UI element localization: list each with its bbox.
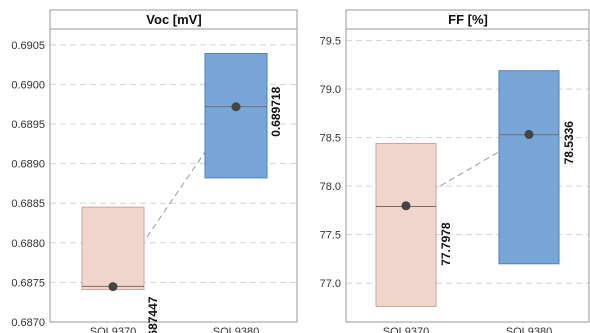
title-band [345,9,590,30]
y-tick-label: 78.0 [320,181,341,193]
mean-data-label: 0.689718 [269,86,283,136]
y-tick-label: 0.6885 [11,198,45,210]
x-tick-label: SOL9380 [506,326,552,333]
y-tick-label: 79.0 [320,84,341,96]
chart-panel-1: Voc [mV] 0.6870 0.6875 0.6880 0.6885 0.6890 0.… [11,9,298,333]
mean-point [108,282,118,292]
mean-data-label: 78.5336 [562,121,576,165]
y-tick-label: 0.6905 [11,40,45,52]
x-tick-label: SOL9370 [90,326,136,333]
y-tick-label: 77.5 [320,230,341,242]
y-tick-label: 0.6900 [11,79,45,91]
mean-point [524,129,534,139]
y-tick-label: 77.0 [320,278,341,290]
box-sol9380 [204,53,268,179]
y-tick-label: 0.6875 [11,277,45,289]
y-tick-label: 0.6895 [11,119,45,131]
mean-data-label: 0.687447 [146,296,160,333]
mean-data-label: 77.7978 [439,222,453,266]
y-tick-label: 0.6870 [11,317,45,329]
y-tick-label: 0.6890 [11,159,45,171]
chart-panel-2: FF [%] 77.0 77.5 78.0 78.5 79.0 79.5 SOL9370 SOL… [320,9,590,333]
y-tick-label: 79.5 [320,36,341,48]
box-sol9370 [375,142,437,307]
y-tick-label: 78.5 [320,133,341,145]
box-sol9370 [81,206,145,291]
mean-point [231,102,241,112]
chart-title: FF [%] [448,12,488,27]
title-band [49,9,298,30]
x-tick-label: SOL9380 [213,326,259,333]
x-tick-label: SOL9370 [383,326,429,333]
chart-title: Voc [mV] [146,12,201,27]
mean-point [401,201,411,211]
box-sol9380 [498,70,560,265]
y-tick-label: 0.6880 [11,238,45,250]
